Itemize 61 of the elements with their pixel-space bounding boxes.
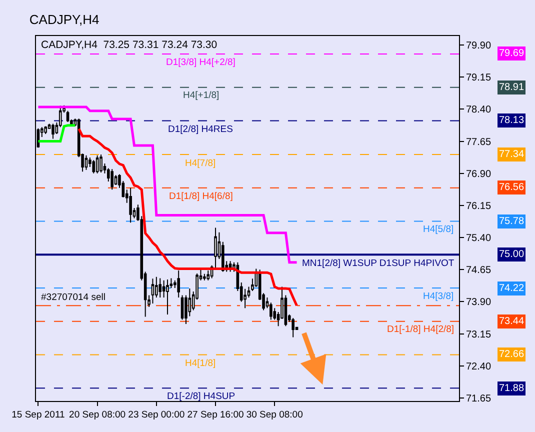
ref-line-label: D1[-1/8] H4[2/8] <box>387 324 454 335</box>
candlestick <box>158 278 162 298</box>
y-tick-label: 79.15 <box>466 72 492 84</box>
candlestick <box>110 168 114 190</box>
text: 75.00 <box>499 249 524 260</box>
candlestick <box>66 110 70 123</box>
y-tick-label: 77.65 <box>466 136 492 148</box>
y-tick-label: 76.90 <box>466 168 492 180</box>
chart-subtitle: CADJPY,H4 73.25 73.31 73.24 73.30 <box>41 39 218 51</box>
ref-line-label: H4[+1/8] <box>183 90 220 101</box>
text: 71.88 <box>499 383 524 394</box>
y-tick-label: 73.90 <box>466 297 492 308</box>
ref-line-label: D1[-2/8] H4SUP <box>167 391 236 402</box>
ref-line-label: H4[1/8] <box>185 358 216 369</box>
x-tick-label: 30 Sep 08:00 <box>246 409 303 420</box>
y-tick-label: 71.65 <box>466 394 492 404</box>
candlestick <box>96 154 99 174</box>
text: 74.22 <box>499 283 524 294</box>
x-tick-label: 20 Sep 08:00 <box>69 409 126 420</box>
text: 76.56 <box>499 182 524 193</box>
candlestick <box>177 270 180 298</box>
candlestick <box>100 154 102 173</box>
candlestick <box>166 278 169 316</box>
ref-line-label: H4[5/8] <box>423 224 454 235</box>
x-tick-label: 27 Sep 16:00 <box>187 409 244 420</box>
candlestick <box>44 126 48 134</box>
ref-line-label: D1[1/8] H4[6/8] <box>169 191 233 202</box>
candlestick <box>180 294 184 320</box>
text: 78.13 <box>499 115 524 126</box>
x-tick-label: 15 Sep 2011 <box>12 409 65 420</box>
y-tick-label: 73.15 <box>466 329 492 340</box>
text: 72.66 <box>499 349 524 360</box>
text: 78.91 <box>499 82 524 93</box>
x-tick-label: 23 Sep 00:00 <box>128 409 185 420</box>
text: 73.44 <box>499 316 524 327</box>
y-tick-label: 76.15 <box>466 200 492 212</box>
candlestick <box>214 227 217 268</box>
text: 79.69 <box>499 48 524 59</box>
candlestick <box>151 278 154 304</box>
ref-line-label: D1[2/8] H4RES <box>168 124 233 135</box>
candlestick <box>84 154 88 170</box>
text: 75.78 <box>499 216 524 227</box>
candlestick <box>129 187 132 224</box>
y-tick-label: 72.40 <box>466 361 492 372</box>
ref-line-label: #32707014 sell <box>41 292 106 303</box>
candlestick <box>92 160 96 174</box>
y-tick-label: 75.40 <box>466 233 492 244</box>
candlestick <box>292 317 294 338</box>
line-series <box>36 106 298 264</box>
ref-line-label: MN1[2/8] W1SUP D1SUP H4PIVOT <box>302 258 454 269</box>
text: 77.34 <box>499 149 524 160</box>
y-tick-label: 74.65 <box>466 265 492 276</box>
ref-line-label: H4[7/8] <box>185 158 216 169</box>
chart-title: CADJPY,H4 <box>29 12 100 28</box>
candlestick <box>206 270 210 281</box>
ref-line-label: D1[3/8] H4[+2/8] <box>166 57 236 68</box>
y-tick-label: 78.40 <box>466 104 492 116</box>
y-tick-label: 79.90 <box>466 40 492 52</box>
ref-line-label: H4[3/8] <box>423 291 454 302</box>
candlestick <box>52 123 54 140</box>
candlestick <box>203 273 206 281</box>
